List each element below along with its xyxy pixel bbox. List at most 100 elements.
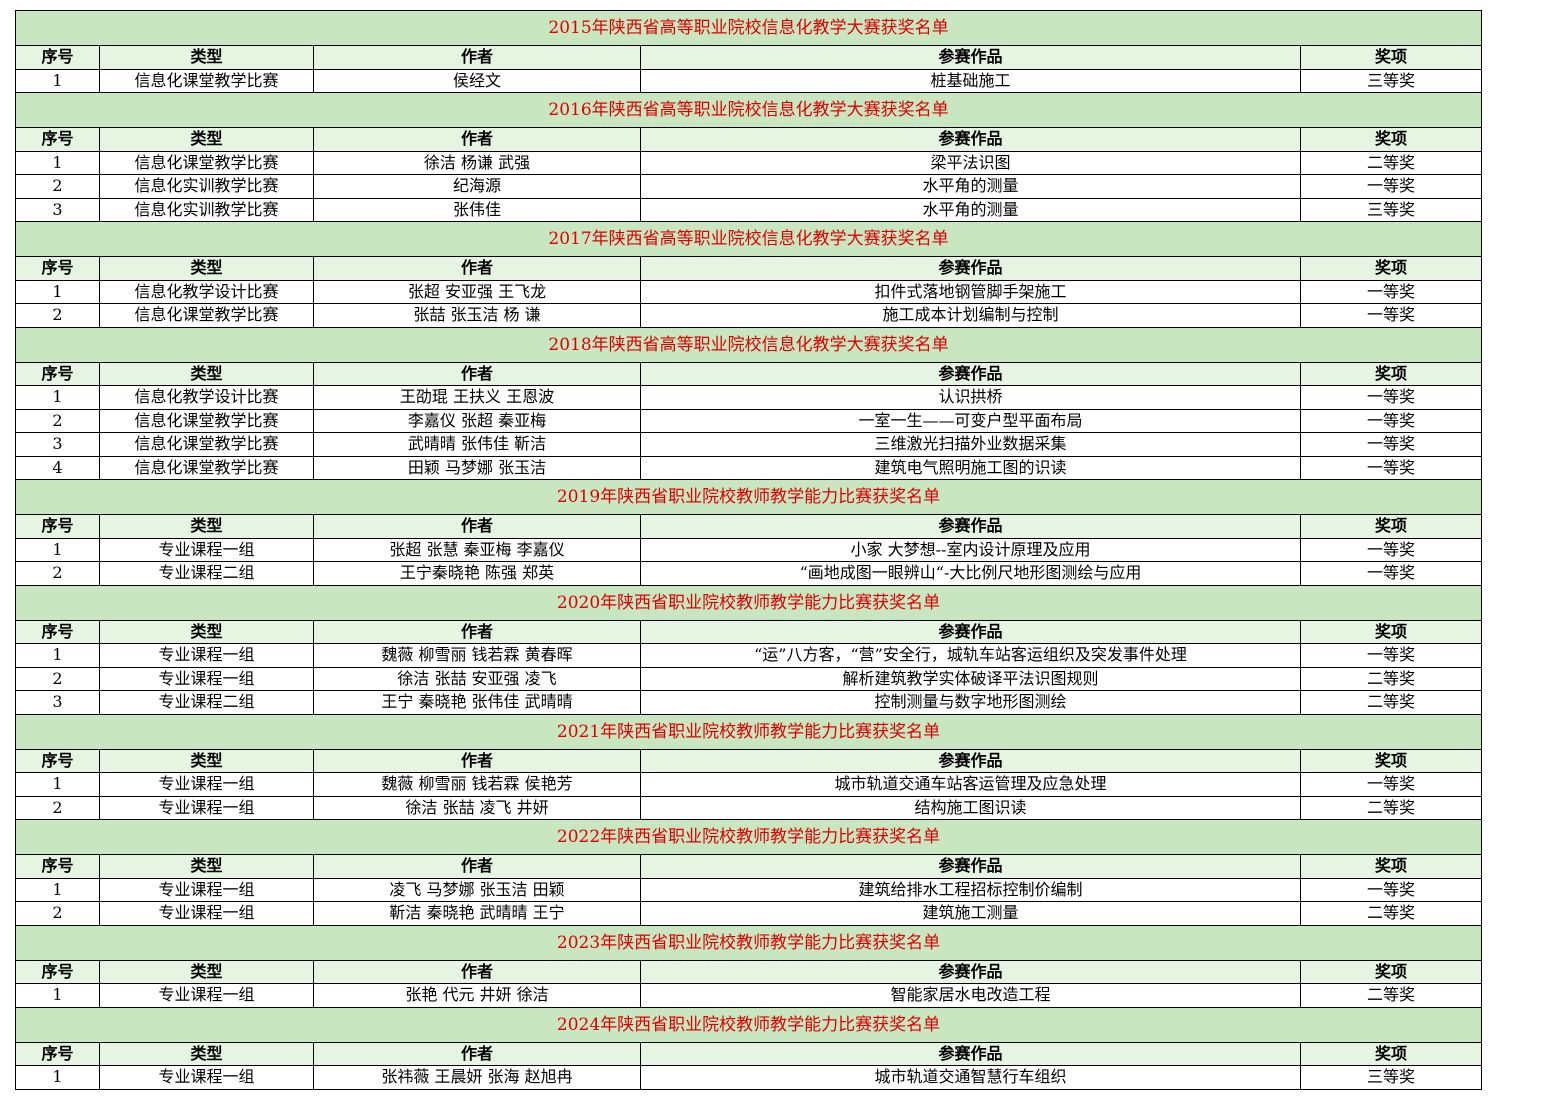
cell-index: 1 [15,385,100,410]
cell-work: 城市轨道交通智慧行车组织 [640,1065,1301,1090]
column-header-row: 序号 类型 作者 参赛作品 奖项 [15,748,1483,773]
cell-type: 专业课程一组 [99,643,314,668]
column-header-work: 参赛作品 [640,256,1301,281]
cell-award: 三等奖 [1299,68,1483,93]
column-header-row: 序号 类型 作者 参赛作品 奖项 [15,256,1483,281]
column-header-award: 奖项 [1299,748,1483,773]
cell-award: 一等奖 [1299,561,1483,586]
cell-award: 三等奖 [1299,1065,1483,1090]
table-row: 1 专业课程一组 魏薇 柳雪丽 钱若霖 侯艳芳 城市轨道交通车站客运管理及应急处理 一等… [15,772,1483,797]
cell-award: 二等奖 [1299,795,1483,820]
cell-index: 1 [15,537,100,562]
cell-index: 2 [15,303,100,328]
column-header-award: 奖项 [1299,1041,1483,1066]
column-header-work: 参赛作品 [640,619,1301,644]
cell-type: 专业课程一组 [99,537,314,562]
cell-work: “运”八方客，“营”安全行，城轨车站客运组织及突发事件处理 [640,643,1301,668]
column-header-type: 类型 [99,854,314,879]
cell-index: 1 [15,643,100,668]
cell-award: 一等奖 [1299,877,1483,902]
column-header-award: 奖项 [1299,514,1483,539]
cell-author: 张艳 代元 井妍 徐洁 [313,983,641,1008]
cell-work: 施工成本计划编制与控制 [640,303,1301,328]
cell-type: 信息化课堂教学比赛 [99,455,314,480]
column-header-row: 序号 类型 作者 参赛作品 奖项 [15,1041,1483,1066]
cell-award: 一等奖 [1299,279,1483,304]
cell-work: 认识拱桥 [640,385,1301,410]
section-title-row: 2017年陕西省高等职业院校信息化教学大赛获奖名单 [14,221,1483,257]
cell-author: 李嘉仪 张超 秦亚梅 [313,408,641,433]
column-header-work: 参赛作品 [640,127,1301,152]
column-header-author: 作者 [313,854,641,879]
table-row: 1 信息化课堂教学比赛 徐洁 杨谦 武强 梁平法识图 二等奖 [15,150,1483,175]
cell-award: 一等奖 [1299,408,1483,433]
table-row: 1 信息化课堂教学比赛 侯经文 桩基础施工 三等奖 [15,68,1483,93]
table-row: 3 专业课程二组 王宁 秦晓艳 张伟佳 武晴晴 控制测量与数字地形图测绘 二等奖 [15,690,1483,715]
section-title: 2017年陕西省高等职业院校信息化教学大赛获奖名单 [14,221,1483,257]
table-row: 1 专业课程一组 张艳 代元 井妍 徐洁 智能家居水电改造工程 二等奖 [15,983,1483,1008]
table-row: 1 专业课程一组 魏薇 柳雪丽 钱若霖 黄春晖 “运”八方客，“营”安全行，城轨车站客… [15,643,1483,668]
cell-type: 专业课程一组 [99,795,314,820]
column-header-work: 参赛作品 [640,45,1301,70]
cell-work: 建筑施工测量 [640,901,1301,926]
column-header-award: 奖项 [1299,127,1483,152]
cell-award: 二等奖 [1299,690,1483,715]
section-title-row: 2021年陕西省职业院校教师教学能力比赛获奖名单 [14,713,1483,750]
cell-type: 信息化课堂教学比赛 [99,408,314,433]
cell-award: 二等奖 [1299,901,1483,926]
cell-work: 建筑电气照明施工图的识读 [640,455,1301,480]
table-row: 1 信息化教学设计比赛 王劭琨 王扶义 王恩波 认识拱桥 一等奖 [15,385,1483,410]
column-header-row: 序号 类型 作者 参赛作品 奖项 [15,619,1483,644]
cell-author: 魏薇 柳雪丽 钱若霖 黄春晖 [313,643,641,668]
section-title: 2020年陕西省职业院校教师教学能力比赛获奖名单 [14,584,1483,621]
column-header-index: 序号 [15,361,100,386]
cell-index: 3 [15,197,100,222]
cell-author: 徐洁 张喆 凌飞 井妍 [313,795,641,820]
table-row: 1 专业课程一组 张祎薇 王晨妍 张海 赵旭冉 城市轨道交通智慧行车组织 三等奖 [15,1065,1483,1090]
cell-work: 梁平法识图 [640,150,1301,175]
column-header-row: 序号 类型 作者 参赛作品 奖项 [15,854,1483,879]
section-title: 2016年陕西省高等职业院校信息化教学大赛获奖名单 [14,92,1483,128]
column-header-type: 类型 [99,748,314,773]
cell-index: 1 [15,877,100,902]
cell-index: 1 [15,150,100,175]
cell-author: 张超 张慧 秦亚梅 李嘉仪 [313,537,641,562]
column-header-author: 作者 [313,45,641,70]
cell-type: 专业课程一组 [99,1065,314,1090]
column-header-author: 作者 [313,748,641,773]
cell-type: 专业课程一组 [99,772,314,797]
column-header-type: 类型 [99,256,314,281]
table-row: 2 专业课程一组 徐洁 张喆 凌飞 井妍 结构施工图识读 二等奖 [15,795,1483,820]
award-table-body: 2015年陕西省高等职业院校信息化教学大赛获奖名单 序号 类型 作者 参赛作品 奖项 1 信息… [14,10,1483,1090]
cell-author: 侯经文 [313,68,641,93]
table-row: 2 信息化实训教学比赛 纪海源 水平角的测量 一等奖 [15,174,1483,199]
cell-type: 信息化课堂教学比赛 [99,432,314,457]
table-row: 1 信息化教学设计比赛 张超 安亚强 王飞龙 扣件式落地钢管脚手架施工 一等奖 [15,279,1483,304]
cell-type: 专业课程一组 [99,983,314,1008]
column-header-type: 类型 [99,361,314,386]
cell-author: 武晴晴 张伟佳 靳洁 [313,432,641,457]
cell-author: 徐洁 张喆 安亚强 凌飞 [313,666,641,691]
table-row: 1 专业课程一组 凌飞 马梦娜 张玉洁 田颖 建筑给排水工程招标控制价编制 一等奖 [15,877,1483,902]
section-title-row: 2024年陕西省职业院校教师教学能力比赛获奖名单 [14,1006,1483,1043]
column-header-work: 参赛作品 [640,854,1301,879]
cell-work: “画地成图一眼辨山“-大比例尺地形图测绘与应用 [640,561,1301,586]
section-title-row: 2022年陕西省职业院校教师教学能力比赛获奖名单 [14,819,1483,855]
section-title: 2019年陕西省职业院校教师教学能力比赛获奖名单 [14,479,1483,515]
cell-work: 控制测量与数字地形图测绘 [640,690,1301,715]
section-title-row: 2016年陕西省高等职业院校信息化教学大赛获奖名单 [14,92,1483,128]
cell-author: 王宁 秦晓艳 张伟佳 武晴晴 [313,690,641,715]
column-header-index: 序号 [15,854,100,879]
column-header-award: 奖项 [1299,256,1483,281]
table-row: 2 信息化课堂教学比赛 张喆 张玉洁 杨 谦施工成本计划编制与控制 一等奖 [15,303,1483,328]
column-header-index: 序号 [15,127,100,152]
cell-work: 城市轨道交通车站客运管理及应急处理 [640,772,1301,797]
section-title: 2024年陕西省职业院校教师教学能力比赛获奖名单 [14,1006,1483,1043]
cell-index: 1 [15,772,100,797]
cell-author: 徐洁 杨谦 武强 [313,150,641,175]
cell-work: 三维激光扫描外业数据采集 [640,432,1301,457]
column-header-type: 类型 [99,514,314,539]
column-header-author: 作者 [313,1041,641,1066]
section-title: 2018年陕西省高等职业院校信息化教学大赛获奖名单 [14,326,1483,363]
cell-award: 一等奖 [1299,455,1483,480]
